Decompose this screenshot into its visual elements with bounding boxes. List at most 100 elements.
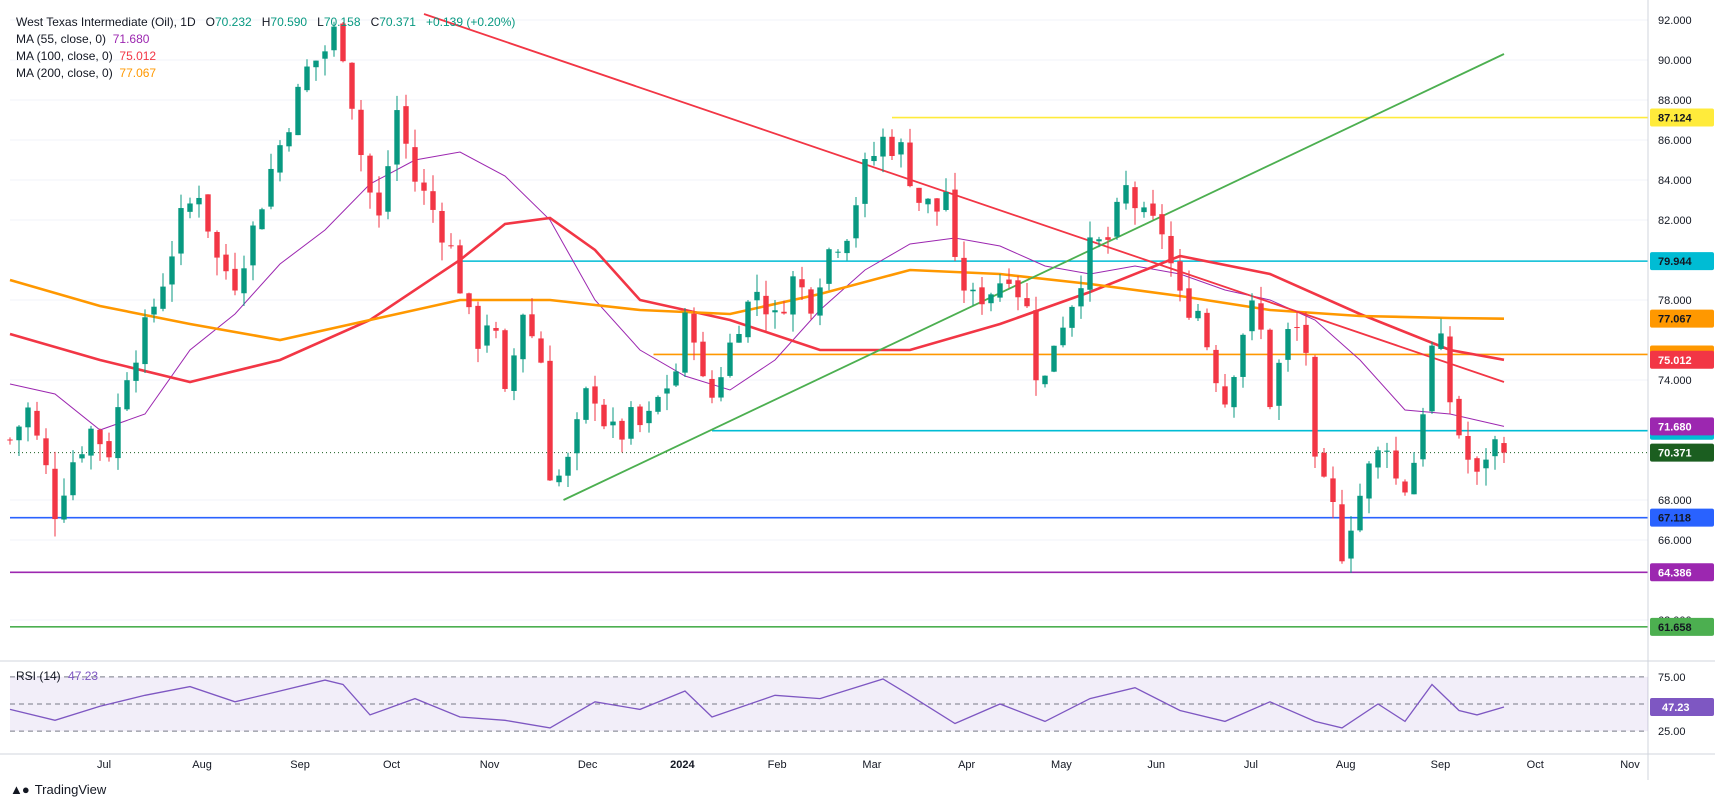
ma100-value: 75.012	[119, 49, 157, 63]
candle-body	[610, 421, 616, 426]
price-tick-label: 90.000	[1658, 55, 1692, 67]
time-tick-label: Mar	[862, 759, 881, 771]
candle-body	[1384, 450, 1390, 452]
rsi-legend[interactable]: RSI (14) 47.23	[16, 669, 98, 683]
candle-body	[250, 225, 256, 266]
candle-body	[835, 251, 841, 253]
time-tick-label: Jul	[97, 759, 111, 771]
candle-body	[331, 26, 337, 51]
candle-body	[475, 305, 481, 349]
symbol-title: West Texas Intermediate (Oil), 1D	[16, 15, 196, 29]
candle-body	[376, 192, 382, 216]
candle-body	[1204, 312, 1210, 348]
rsi-level-label: 25.00	[1658, 726, 1686, 738]
candle-body	[169, 256, 175, 285]
candle-body	[1258, 303, 1264, 330]
ma100-legend[interactable]: MA (100, close, 0) 75.012	[16, 48, 515, 65]
candle-body	[394, 110, 400, 165]
candle-body	[1087, 237, 1093, 290]
candle-body	[1411, 462, 1417, 495]
candle-body	[1177, 261, 1183, 291]
candle-body	[1186, 288, 1192, 318]
candle-body	[304, 66, 310, 91]
rsi-pane[interactable]: 75.00 25.00 47.23	[0, 672, 1715, 755]
rsi-label: RSI (14)	[16, 669, 61, 683]
candle-body	[1330, 478, 1336, 502]
candle-body	[1285, 329, 1291, 360]
ohlc-high-value: 70.590	[270, 15, 308, 29]
candle-body	[871, 155, 877, 162]
candle-body	[736, 333, 742, 343]
candle-body	[88, 428, 94, 456]
candle-body	[556, 475, 562, 483]
candle-body	[1402, 481, 1408, 493]
candle-body	[1438, 333, 1444, 349]
candle-body	[664, 388, 670, 394]
time-tick-label: Aug	[192, 759, 212, 771]
candle-body	[484, 325, 490, 346]
candle-body	[1078, 288, 1084, 307]
price-tick-label: 88.000	[1658, 95, 1692, 107]
symbol-row: West Texas Intermediate (Oil), 1D O70.23…	[16, 14, 515, 31]
horizontal-levels	[10, 116, 1648, 628]
candle-body	[52, 468, 58, 520]
candle-body	[196, 197, 202, 205]
candle-body	[1501, 443, 1507, 453]
rsi-value: 47.23	[68, 669, 99, 683]
ma-badge-label: 70.371	[1658, 448, 1692, 460]
candle-body	[1303, 324, 1309, 353]
price-tick-label: 66.000	[1658, 535, 1692, 547]
price-tick-label: 68.000	[1658, 495, 1692, 507]
candle-body	[799, 279, 805, 288]
candle-body	[322, 51, 328, 59]
rsi-badge	[1650, 698, 1714, 717]
candle-body	[43, 438, 49, 466]
candle-body	[1213, 349, 1219, 384]
candle-body	[988, 294, 994, 304]
time-tick-label: Apr	[958, 759, 975, 771]
candle-body	[1231, 377, 1237, 408]
candle-body	[529, 314, 535, 337]
level-badge	[1650, 563, 1714, 582]
level-badge-label: 64.386	[1658, 567, 1692, 579]
time-tick-label: Aug	[1336, 759, 1356, 771]
ma200-legend[interactable]: MA (200, close, 0) 77.067	[16, 65, 515, 82]
candle-body	[574, 419, 580, 454]
candle-body	[286, 132, 292, 147]
footer[interactable]: ▲● TradingView	[10, 782, 106, 797]
time-tick-label: May	[1051, 759, 1072, 771]
ma-badge-label: 77.067	[1658, 314, 1692, 326]
time-tick-label: Oct	[383, 759, 400, 771]
time-axis[interactable]: Jul Aug Sep Oct Nov Dec 2024 Feb Mar Apr May Jun Jul…	[97, 759, 1640, 771]
candle-body	[1393, 450, 1399, 479]
candle-body	[1294, 327, 1300, 329]
ma55-legend[interactable]: MA (55, close, 0) 71.680	[16, 31, 515, 48]
ohlc-high-label: H	[261, 15, 271, 29]
candle-body	[214, 232, 220, 258]
candle-body	[7, 439, 13, 441]
candle-body	[754, 291, 760, 301]
candle-body	[241, 268, 247, 294]
candle-body	[781, 311, 787, 314]
candle-body	[115, 407, 121, 459]
tradingview-logo-icon: ▲●	[10, 782, 30, 797]
candle-body	[457, 245, 463, 294]
candle-body	[889, 136, 895, 157]
candle-body	[1132, 187, 1138, 209]
time-tick-label: Jun	[1147, 759, 1165, 771]
ma55-label: MA (55, close, 0)	[16, 32, 107, 46]
ohlc-open-label: O	[205, 15, 215, 29]
candle-body	[439, 210, 445, 243]
candle-body	[1123, 185, 1129, 204]
candle-body	[772, 310, 778, 313]
rsi-badge-label: 47.23	[1662, 702, 1690, 714]
candle-body	[826, 249, 832, 284]
candle-body	[1024, 298, 1030, 307]
candle-body	[1312, 356, 1318, 457]
ma-badge-label: 75.012	[1658, 355, 1692, 367]
candle-body	[718, 377, 724, 398]
price-axis[interactable]: 92.000 90.000 88.000 86.000 84.000 82.000 78.0…	[0, 0, 1715, 780]
ohlc-close-value: 70.371	[379, 15, 416, 29]
price-tick-label: 74.000	[1658, 375, 1692, 387]
